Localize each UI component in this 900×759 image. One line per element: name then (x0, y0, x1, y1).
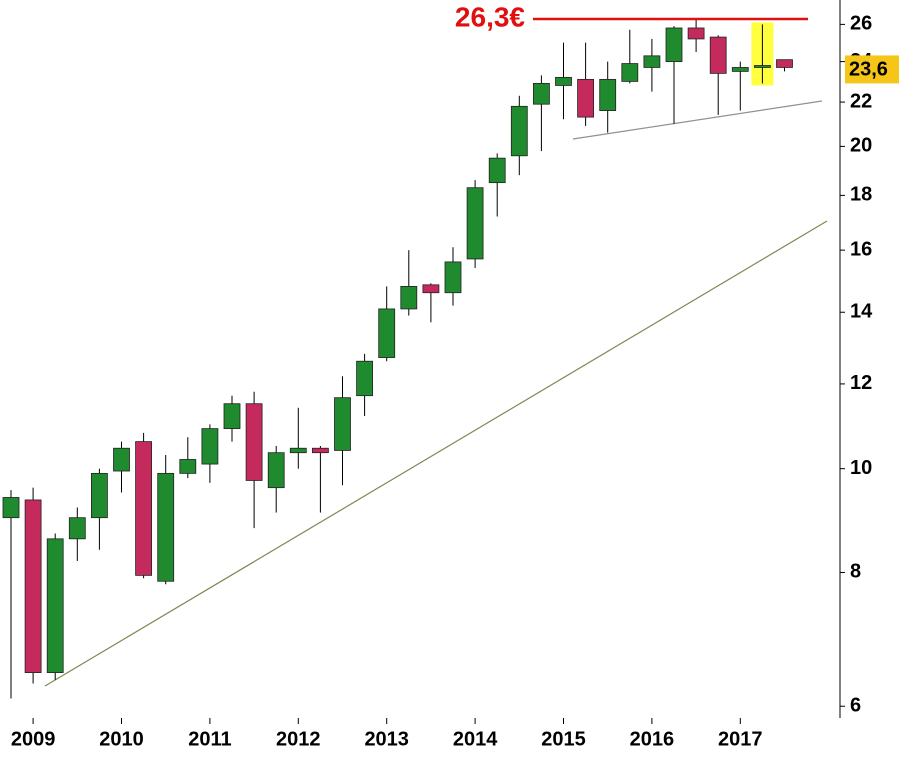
candle-body (157, 472, 175, 582)
candle-body (135, 441, 153, 576)
candle-body (665, 27, 683, 63)
candle-body (444, 261, 462, 294)
trend-line (572, 100, 823, 140)
candle-body (776, 59, 793, 68)
candle-body (113, 447, 130, 472)
candle-body (179, 459, 197, 474)
candle-body (599, 78, 617, 111)
x-tick-label: 2017 (718, 728, 763, 750)
candle-body (46, 538, 64, 673)
candle-body (488, 157, 506, 184)
y-tick-label: 26 (850, 13, 872, 35)
x-tick-label: 2016 (630, 728, 675, 750)
x-tick-label: 2014 (453, 728, 498, 750)
candle-body (466, 187, 484, 260)
candle-body (555, 76, 572, 86)
candle-body (754, 65, 771, 68)
candle-body (577, 78, 594, 118)
candle-body (311, 447, 329, 454)
x-tick-label: 2015 (541, 728, 586, 750)
y-tick-label: 8 (850, 561, 861, 583)
y-tick-label: 18 (850, 184, 872, 206)
candle-body (400, 285, 418, 310)
candle-body (422, 284, 440, 294)
x-tick-label: 2010 (99, 728, 144, 750)
y-tick-label: 12 (850, 372, 872, 394)
y-tick-label: 22 (850, 90, 872, 112)
candle-body (731, 67, 749, 72)
candle-body (356, 360, 374, 397)
y-tick-label: 14 (850, 301, 873, 323)
y-tick-label: 10 (850, 457, 872, 479)
candle-body (245, 403, 263, 481)
candle-body (2, 497, 20, 519)
candle-body (68, 517, 86, 540)
candle-body (201, 428, 219, 465)
candle-body (621, 63, 639, 82)
candle-body (24, 499, 42, 673)
candle-body (510, 105, 528, 157)
last-price-label: 23,6 (849, 59, 888, 81)
candle-body (267, 452, 285, 489)
candle-body (709, 36, 727, 74)
y-tick-label: 6 (850, 695, 861, 717)
last-price-box (845, 55, 899, 84)
candle-body (687, 27, 705, 40)
x-tick-label: 2013 (364, 728, 409, 750)
candle-body (378, 308, 396, 358)
candle-body (223, 403, 241, 430)
candle-body (334, 397, 351, 451)
trend-line (44, 220, 828, 687)
resistance-label: 26,3€ (455, 1, 525, 32)
x-tick-label: 2012 (276, 728, 321, 750)
candle-body (91, 472, 108, 519)
candle-body (643, 55, 661, 68)
candle-body (289, 447, 307, 454)
candle-body (533, 83, 550, 105)
x-tick-label: 2011 (188, 728, 231, 750)
y-tick-label: 20 (850, 135, 872, 157)
y-tick-label: 16 (850, 238, 872, 260)
x-tick-label: 2009 (11, 728, 56, 750)
